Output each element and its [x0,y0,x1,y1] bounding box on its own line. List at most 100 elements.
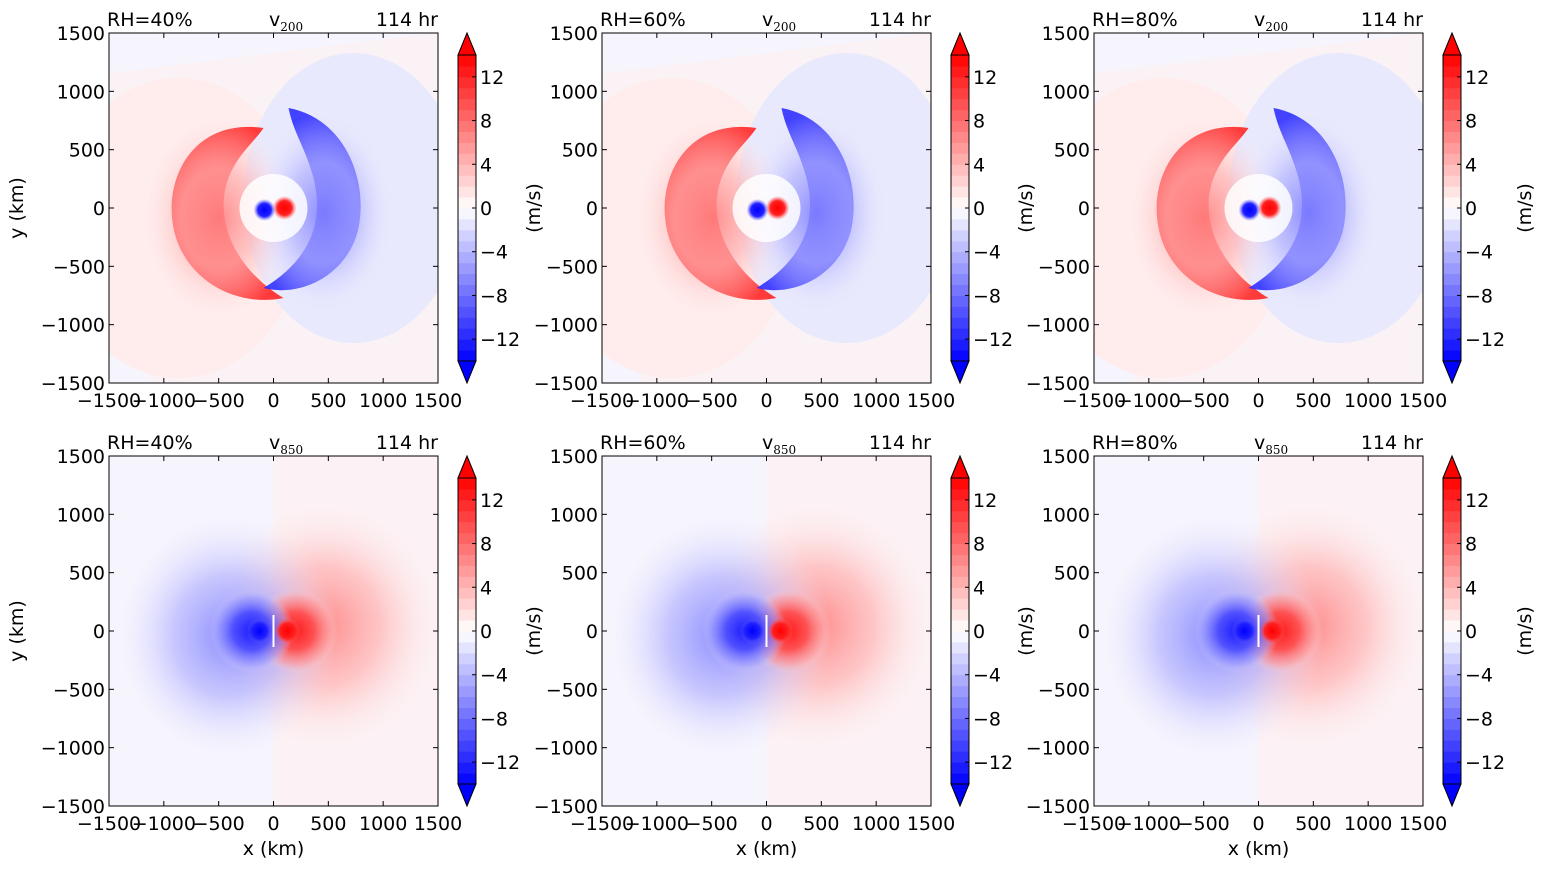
y-tick-label: −1500 [1026,796,1090,818]
colorbar-level [458,576,476,588]
colorbar-tick-label: 12 [1465,67,1489,89]
colorbar-level [458,773,476,785]
y-axis-label: (m/s) [523,183,545,233]
colorbar-extend-min [950,360,970,385]
colorbar: −12 −8 −4 0 4 8 12 [950,31,1013,385]
colorbar-level [1443,262,1461,275]
x-tick-label: 0 [267,813,279,835]
y-tick-label: −1500 [534,373,598,395]
colorbar-level [458,499,476,512]
y-tick-label: 500 [1054,140,1090,162]
colorbar-level [1443,284,1461,296]
colorbar-tick-label: −12 [973,752,1013,774]
y-tick-label: 0 [93,198,105,220]
colorbar-level [1443,631,1461,643]
colorbar-level [1443,740,1461,752]
y-axis-label: y (km) [6,600,28,662]
colorbar-tick-label: 8 [973,534,985,556]
colorbar-tick-label: 0 [973,621,985,643]
x-tick-label: −500 [686,390,738,412]
y-tick-label: 500 [69,140,105,162]
colorbar-level [951,478,969,490]
variable-symbol: v [269,432,280,454]
colorbar-extend-min [457,783,477,808]
x-tick-label: 0 [1252,390,1264,412]
colorbar-level [458,532,476,545]
colorbar-level [1443,751,1461,763]
negative-soft [1238,113,1379,313]
y-tick-label: −1000 [534,315,598,337]
colorbar-level [1443,98,1461,111]
colorbar-level [951,186,969,198]
colorbar-tick-label: 8 [1465,111,1477,133]
x-tick-label: 1500 [907,390,955,412]
colorbar-level [458,197,476,209]
colorbar-level [951,543,969,555]
y-tick-label: −1500 [534,796,598,818]
colorbar-level [951,521,969,534]
time-label: 114 hr [376,9,438,31]
colorbar-level [458,609,476,621]
colorbar-level [951,295,969,307]
core-negative [253,199,276,221]
colorbar-level [951,240,969,253]
y-tick-label: 1000 [1042,81,1090,103]
core-positive [274,618,301,644]
colorbar-level [458,674,476,687]
x-tick-label: 500 [310,390,346,412]
y-tick-label: 1500 [1042,23,1090,45]
colorbar-level [1443,186,1461,198]
rh-label: RH=40% [107,432,193,454]
colorbar-level [458,153,476,165]
colorbar-level [1443,707,1461,719]
y-tick-label: −1000 [1026,315,1090,337]
colorbar-level [951,598,969,610]
x-tick-label: −500 [193,813,245,835]
time-label: 114 hr [1361,9,1423,31]
colorbar-level [458,478,476,490]
colorbar-level [1443,306,1461,318]
x-tick-label: 1000 [359,813,407,835]
colorbar-level [1443,762,1461,774]
panel-0: −1500−1000−500 0 500 1000 1500−1500−1000−500… [6,9,520,412]
negative-soft [746,113,887,313]
panel-4: −1500−1000−500 0 500 1000 1500−1500−1000−500… [523,432,1013,860]
colorbar-extend-min [457,360,477,385]
colorbar-level [951,306,969,318]
colorbar-tick-label: −4 [1465,665,1493,687]
colorbar-level [1443,153,1461,165]
colorbar-level [458,109,476,122]
y-axis-label: (m/s) [1015,606,1037,656]
colorbar-level [1443,620,1461,632]
colorbar-level [951,273,969,285]
colorbar-tick-label: 8 [480,111,492,133]
colorbar-tick-label: 0 [973,198,985,220]
panel-5: −1500−1000−500 0 500 1000 1500−1500−1000−500… [1015,432,1536,860]
colorbar-tick-label: 4 [973,577,985,599]
colorbar: −12 −8 −4 0 4 8 12 (m/s) [1442,31,1536,385]
x-tick-label: 1500 [414,813,462,835]
colorbar-tick-label: 0 [1465,621,1477,643]
colorbar-level [951,641,969,654]
colorbar-level [458,641,476,654]
y-tick-label: 1000 [57,81,105,103]
y-tick-label: 1500 [57,446,105,468]
variable-label: v200 [269,9,303,34]
colorbar-level [951,175,969,187]
time-label: 114 hr [869,432,931,454]
y-tick-label: −1000 [41,315,105,337]
colorbar-level [1443,208,1461,220]
field-4 [602,456,931,806]
negative-soft [253,113,394,313]
colorbar-level [951,251,969,264]
y-axis-label: (m/s) [523,606,545,656]
colorbar: −12 −8 −4 0 4 8 12 [457,31,520,385]
colorbar: −12 −8 −4 0 4 8 12 (m/s) [1442,454,1536,808]
zero-line [1257,615,1260,647]
colorbar-level [458,696,476,708]
colorbar-level [458,740,476,752]
colorbar-tick-label: 4 [480,154,492,176]
x-tick-label: 1000 [852,390,900,412]
colorbar-level [1443,609,1461,621]
